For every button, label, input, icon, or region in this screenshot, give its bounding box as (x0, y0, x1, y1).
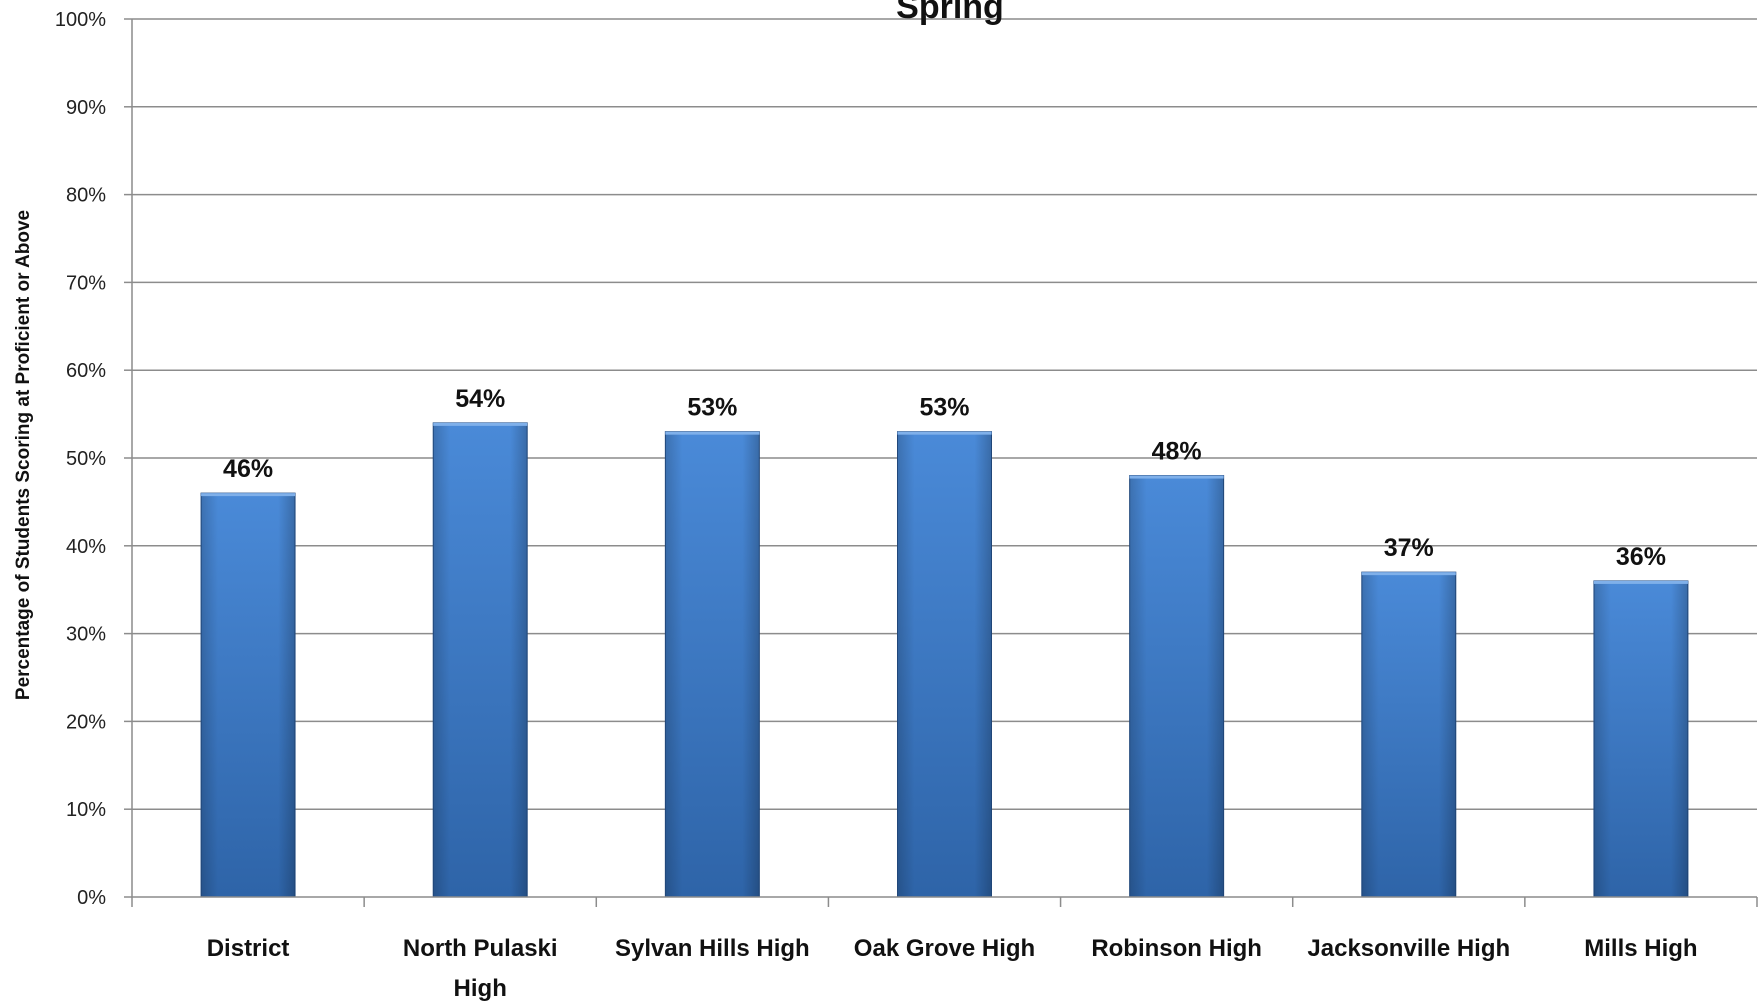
data-label: 46% (223, 455, 273, 483)
data-label: 36% (1616, 543, 1666, 571)
labels: 0% 10% 20% 30% 40% 50% 60% 70% 80% 90% 100% 46% Dist… (55, 9, 1698, 1002)
y-tick-label: 70% (66, 272, 106, 294)
y-tick-label: 30% (66, 624, 106, 646)
y-tick-label: 10% (66, 799, 106, 821)
y-tick-label: 50% (66, 448, 106, 470)
x-tick-label: Mills High (1584, 935, 1697, 962)
bar-top-highlight (201, 493, 296, 497)
bar-shading (1593, 580, 1688, 897)
y-tick-label: 90% (66, 97, 106, 119)
data-label: 53% (919, 394, 969, 422)
bar-shading (1129, 475, 1224, 897)
bar-shading (433, 422, 528, 897)
y-axis-title: Percentage of Students Scoring at Profic… (13, 210, 34, 700)
axes (124, 18, 1758, 907)
bar-top-highlight (1593, 580, 1688, 584)
bar-shading (1361, 572, 1456, 897)
y-tick-label: 60% (66, 360, 106, 382)
x-tick-label: North Pulaski High (403, 935, 558, 1001)
y-tick-label: 100% (55, 9, 106, 31)
y-tick-label: 40% (66, 536, 106, 558)
x-tick-label: Jacksonville High (1307, 935, 1510, 962)
x-tick-label: Sylvan Hills High (615, 935, 810, 962)
bars (200, 422, 1689, 898)
x-tick-label: District (207, 935, 290, 962)
x-tick-label: Robinson High (1091, 935, 1262, 962)
data-label: 53% (687, 394, 737, 422)
bar-shading (201, 493, 296, 897)
chart-title: Spring (896, 0, 1004, 26)
bar-top-highlight (1129, 475, 1224, 479)
y-tick-label: 80% (66, 185, 106, 207)
bar-top-highlight (665, 431, 760, 435)
data-label: 37% (1384, 534, 1434, 562)
bar-shading (897, 431, 992, 897)
bar-shading (665, 431, 760, 897)
y-tick-label: 0% (77, 887, 106, 909)
bar-top-highlight (1361, 572, 1456, 576)
y-tick-label: 20% (66, 711, 106, 733)
bar-top-highlight (897, 431, 992, 435)
data-label: 48% (1152, 438, 1202, 466)
data-label: 54% (455, 385, 505, 413)
x-tick-label: Oak Grove High (854, 935, 1035, 962)
bar-top-highlight (433, 422, 528, 426)
